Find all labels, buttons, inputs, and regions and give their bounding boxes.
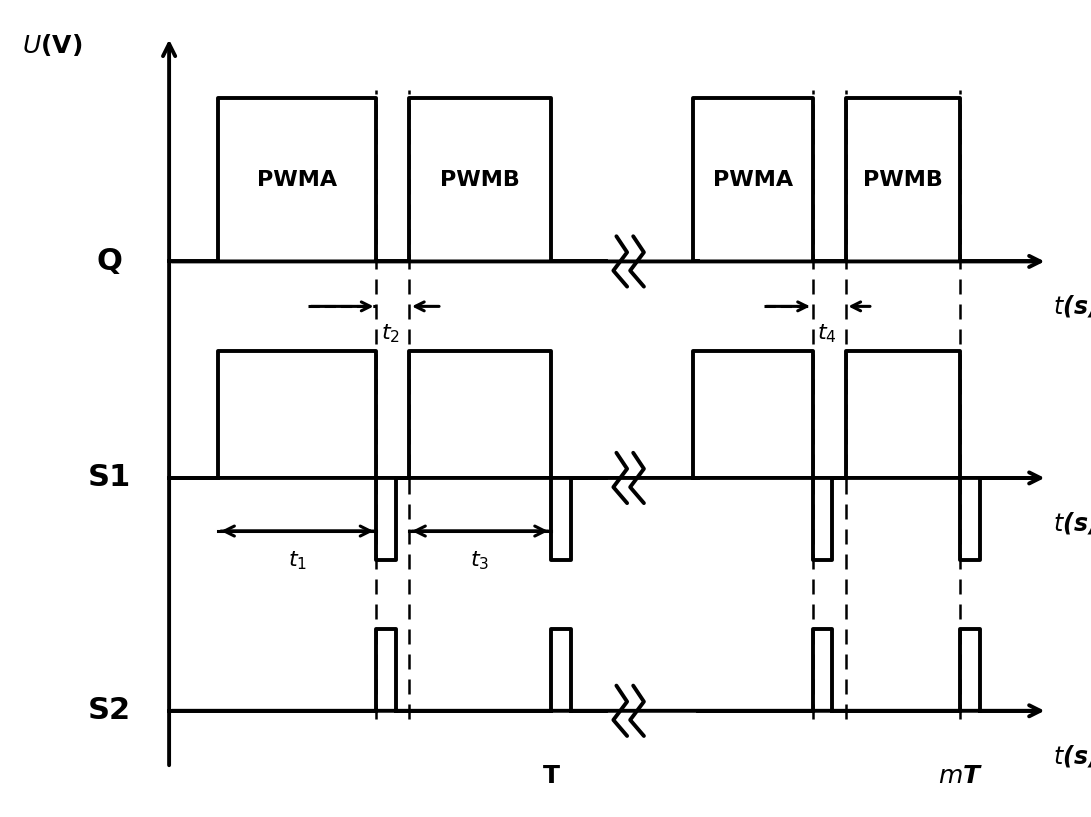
Text: Q: Q [96,247,122,276]
Text: $t_4$: $t_4$ [817,323,837,346]
Text: $t_2$: $t_2$ [381,323,399,346]
Text: PWMB: PWMB [863,170,943,190]
Text: $t_1$: $t_1$ [288,549,307,572]
Text: $m$T: $m$T [937,764,983,788]
Text: S2: S2 [87,696,131,725]
Text: T: T [542,764,560,788]
Text: $U\mathbf{(V)}$: $U\mathbf{(V)}$ [22,32,82,58]
Text: $t$(s): $t$(s) [1053,510,1091,536]
Text: PWMA: PWMA [712,170,793,190]
Text: PWMA: PWMA [257,170,337,190]
Text: S1: S1 [87,463,131,493]
Text: $t$(s): $t$(s) [1053,293,1091,319]
Text: $t_3$: $t_3$ [470,549,490,572]
Text: PWMB: PWMB [440,170,520,190]
Text: $t$(s): $t$(s) [1053,743,1091,769]
